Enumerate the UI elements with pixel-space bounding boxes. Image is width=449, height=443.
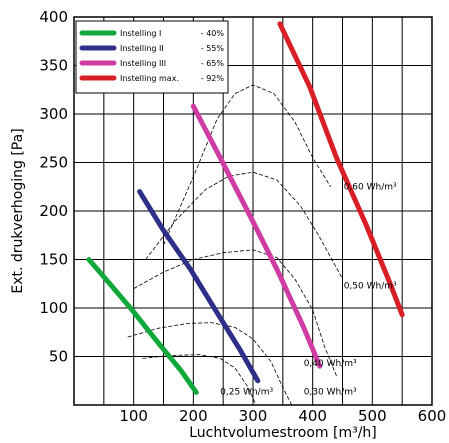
power-curve xyxy=(127,322,293,406)
legend-percent: - 40% xyxy=(201,29,225,38)
power-curve-label: 0,25 Wh/m³ xyxy=(220,387,273,397)
y-tick-label: 50 xyxy=(49,348,68,366)
power-curve-label: 0,30 Wh/m³ xyxy=(304,387,357,397)
y-tick-label: 300 xyxy=(39,105,68,123)
legend-label: Instelling II xyxy=(120,44,164,53)
legend-percent: - 65% xyxy=(201,59,225,68)
series-group xyxy=(86,21,405,395)
legend-label: Instelling max. xyxy=(120,74,179,83)
x-tick-label: 400 xyxy=(298,407,327,425)
power-curve xyxy=(133,249,337,377)
y-tick-label: 200 xyxy=(39,202,68,220)
power-curve xyxy=(163,84,331,246)
legend-label: Instelling I xyxy=(120,29,161,38)
plot-frame xyxy=(73,16,433,406)
power-curve xyxy=(145,171,343,280)
y-axis-label: Ext. drukverhoging [Pa] xyxy=(10,128,26,293)
x-tick-label: 100 xyxy=(119,407,148,425)
series-line xyxy=(277,21,405,318)
y-tick-label: 150 xyxy=(39,251,68,269)
tick-labels: 100 200 300 400 500 600 50 100 150 200 250 300 350 40… xyxy=(39,8,446,425)
legend-percent: - 92% xyxy=(201,74,225,83)
series-line xyxy=(190,103,323,369)
legend: Instelling I - 40% Instelling II - 55% Inste… xyxy=(75,20,229,94)
x-axis-label: Luchtvolumestroom [m³/h] xyxy=(189,425,377,441)
y-tick-label: 100 xyxy=(39,299,68,317)
x-tick-label: 200 xyxy=(179,407,208,425)
power-curve-label: 0,60 Wh/m³ xyxy=(344,183,397,193)
legend-percent: - 55% xyxy=(201,44,225,53)
series-line xyxy=(86,257,199,395)
y-tick-label: 350 xyxy=(39,57,68,75)
curve-labels: 0,60 Wh/m³ 0,50 Wh/m³ 0,40 Wh/m³ 0,30 Wh/m³… xyxy=(220,183,397,398)
power-curve-label: 0,50 Wh/m³ xyxy=(344,282,397,292)
x-tick-label: 300 xyxy=(239,407,268,425)
series-line xyxy=(137,189,261,384)
y-tick-label: 250 xyxy=(39,154,68,172)
x-tick-label: 600 xyxy=(418,407,447,425)
y-tick-label: 400 xyxy=(39,8,68,26)
x-tick-label: 500 xyxy=(358,407,387,425)
power-curve-label: 0,40 Wh/m³ xyxy=(304,359,357,369)
legend-label: Instelling III xyxy=(120,59,166,68)
